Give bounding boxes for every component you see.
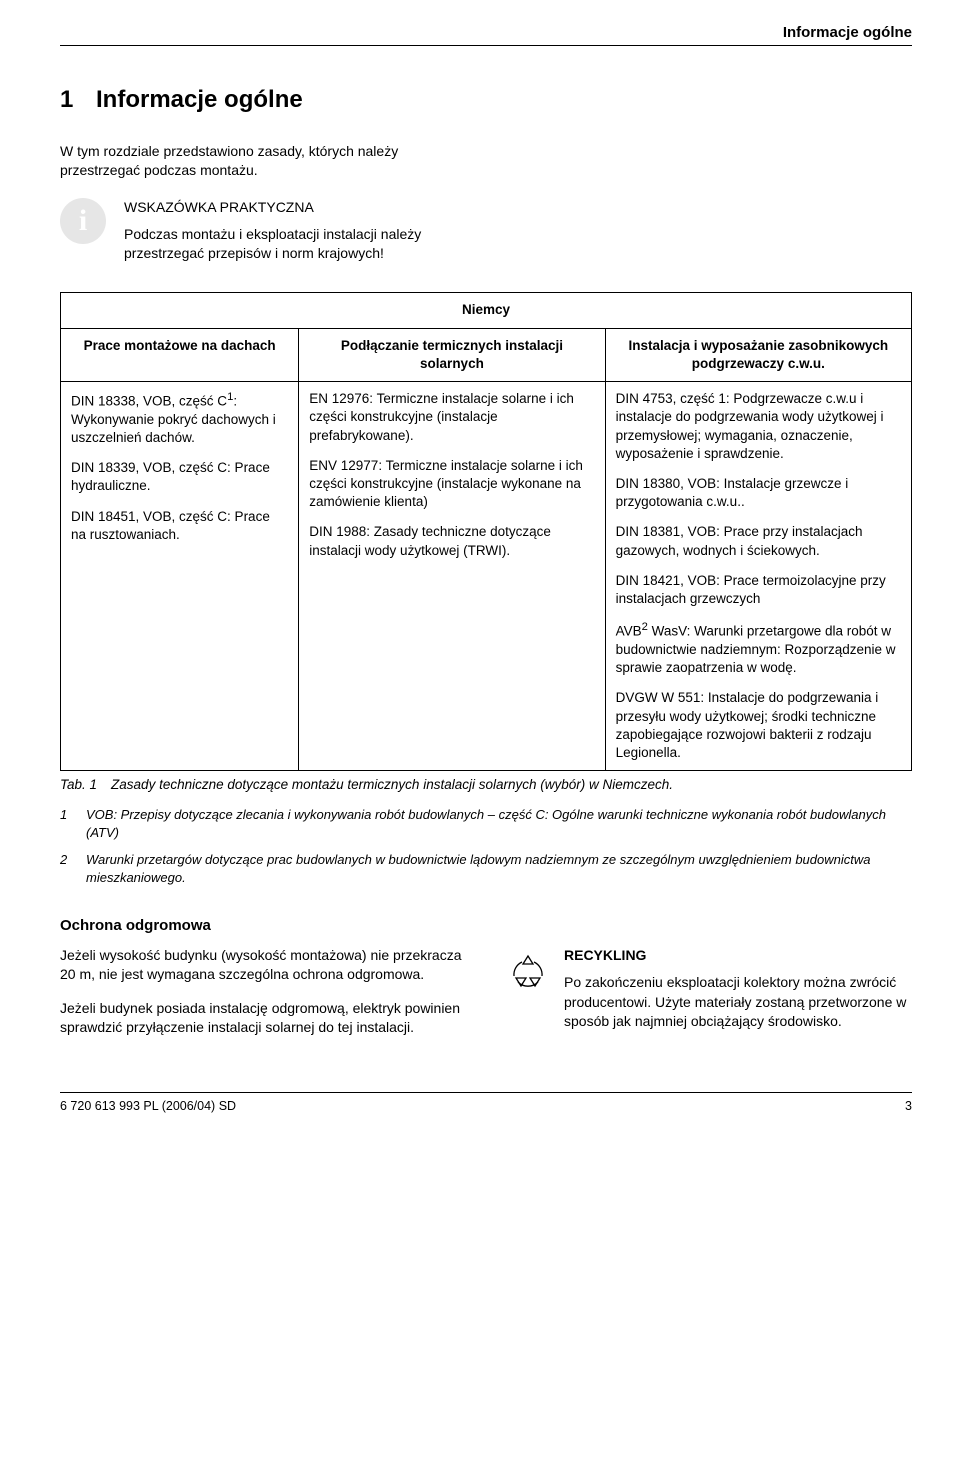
c3-p6: DVGW W 551: Instalacje do podgrzewania i… <box>616 689 901 762</box>
c1-p2: DIN 18339, VOB, część C: Prace hydraulic… <box>71 459 288 495</box>
intro-paragraph: W tym rozdziale przedstawiono zasady, kt… <box>60 142 480 180</box>
c3-p1: DIN 4753, część 1: Podgrzewacze c.w.u i … <box>616 390 901 463</box>
heading-title: Informacje ogólne <box>96 86 303 114</box>
table-cell-col3: DIN 4753, część 1: Podgrzewacze c.w.u i … <box>605 382 911 771</box>
c2-p2: ENV 12977: Termiczne instalacje solarne … <box>309 457 594 512</box>
c3-p2: DIN 18380, VOB: Instalacje grzewcze i pr… <box>616 475 901 511</box>
c1-p1a: DIN 18338, VOB, część C <box>71 394 227 409</box>
c3-p5a: AVB <box>616 624 642 639</box>
recycle-column: RECYKLING Po zakończeniu eksploatacji ko… <box>506 946 912 1052</box>
page-footer: 6 720 613 993 PL (2006/04) SD 3 <box>60 1092 912 1113</box>
table-header-col3: Instalacja i wyposażanie zasobnikowych p… <box>605 328 911 381</box>
table-header-col1: Prace montażowe na dachach <box>61 328 299 381</box>
table-country-header: Niemcy <box>61 293 912 328</box>
tip-body: Podczas montażu i eksploatacji instalacj… <box>124 226 421 261</box>
heading-1: 1 Informacje ogólne <box>60 86 912 114</box>
footnote-2-num: 2 <box>60 851 74 886</box>
c2-p3: DIN 1988: Zasady techniczne dotyczące in… <box>309 523 594 559</box>
page-header-right: Informacje ogólne <box>60 24 912 46</box>
footnote-1: 1 VOB: Przepisy dotyczące zlecania i wyk… <box>60 806 912 841</box>
footnote-2-text: Warunki przetargów dotyczące prac budowl… <box>86 851 912 886</box>
recycle-body: Po zakończeniu eksploatacji kolektory mo… <box>564 974 906 1029</box>
tip-box: i WSKAZÓWKA PRAKTYCZNA Podczas montażu i… <box>60 198 912 263</box>
c3-p5b: WasV: Warunki przetargowe dla robót w bu… <box>616 624 896 675</box>
caption-label: Tab. 1 <box>60 777 97 792</box>
c1-p3: DIN 18451, VOB, część C: Prace na ruszto… <box>71 508 288 544</box>
lightning-column: Jeżeli wysokość budynku (wysokość montaż… <box>60 946 466 1052</box>
footer-page-number: 3 <box>905 1099 912 1113</box>
lightning-heading: Ochrona odgromowa <box>60 917 912 934</box>
footnote-1-num: 1 <box>60 806 74 841</box>
table-header-col2: Podłączanie termicznych instalacji solar… <box>299 328 605 381</box>
table-cell-col1: DIN 18338, VOB, część C1: Wykonywanie po… <box>61 382 299 771</box>
heading-number: 1 <box>60 86 96 114</box>
footnote-1-text: VOB: Przepisy dotyczące zlecania i wykon… <box>86 806 912 841</box>
footer-left: 6 720 613 993 PL (2006/04) SD <box>60 1099 236 1113</box>
tip-title: WSKAZÓWKA PRAKTYCZNA <box>124 198 504 217</box>
lightning-p1: Jeżeli wysokość budynku (wysokość montaż… <box>60 946 466 985</box>
c2-p1: EN 12976: Termiczne instalacje solarne i… <box>309 390 594 445</box>
lightning-p2: Jeżeli budynek posiada instalację odgrom… <box>60 999 466 1038</box>
c3-p3: DIN 18381, VOB: Prace przy instalacjach … <box>616 523 901 559</box>
rules-table: Niemcy Prace montażowe na dachach Podłąc… <box>60 292 912 771</box>
caption-text: Zasady techniczne dotyczące montażu term… <box>111 777 673 792</box>
c3-p4: DIN 18421, VOB: Prace termoizolacyjne pr… <box>616 572 901 608</box>
footnote-2: 2 Warunki przetargów dotyczące prac budo… <box>60 851 912 886</box>
table-cell-col2: EN 12976: Termiczne instalacje solarne i… <box>299 382 605 771</box>
recycle-icon <box>506 946 550 1052</box>
info-icon: i <box>60 198 106 244</box>
recycle-title: RECYKLING <box>564 946 912 966</box>
table-caption: Tab. 1 Zasady techniczne dotyczące monta… <box>60 777 912 792</box>
